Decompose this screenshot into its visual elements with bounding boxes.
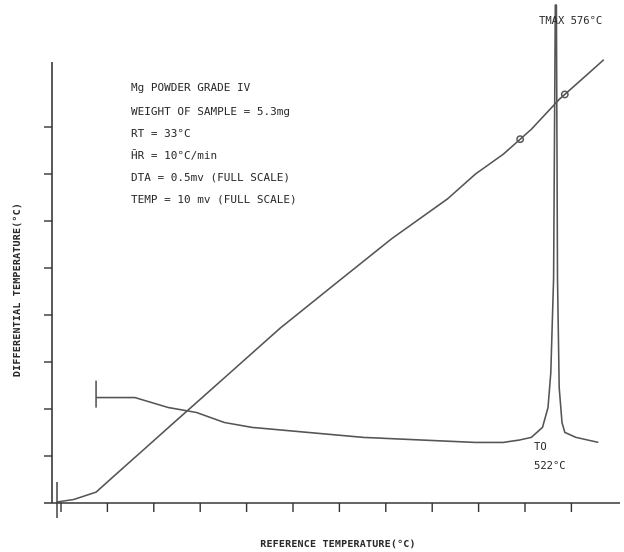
info-line-heating-rate: H̄R = 10°C/min (131, 149, 217, 162)
series-dta-curve (96, 4, 599, 444)
data-point-marker-0 (516, 135, 525, 144)
chart-axes (44, 62, 620, 518)
data-point-marker-1 (560, 90, 569, 99)
onset-value: 522°C (534, 460, 566, 472)
info-line-temp-scale: TEMP = 10 mv (FULL SCALE) (131, 193, 297, 206)
info-line-rt: RT = 33°C (131, 127, 191, 140)
chart-curves (56, 4, 605, 503)
tmax-annotation: TMAX 576°C (539, 15, 602, 27)
series-temperature-trace (56, 59, 605, 503)
info-line-material: Mg POWDER GRADE IV (131, 81, 251, 94)
onset-label: TO (534, 441, 547, 453)
info-line-dta-scale: DTA = 0.5mv (FULL SCALE) (131, 171, 290, 184)
info-line-weight: WEIGHT OF SAMPLE = 5.3mg (131, 105, 290, 118)
y-axis-title: DIFFERENTIAL TEMPERATURE(°C) (12, 203, 23, 377)
x-axis-title: REFERENCE TEMPERATURE(°C) (260, 539, 416, 550)
